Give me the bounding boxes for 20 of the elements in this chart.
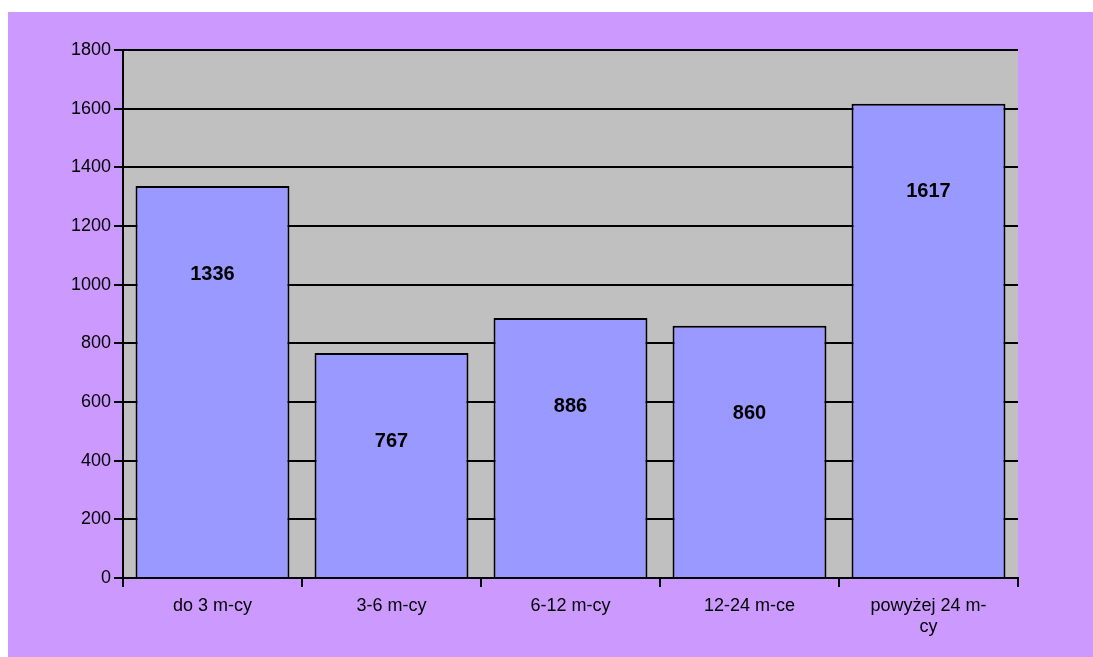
data-label: 767 [374, 428, 409, 451]
y-tick-label: 600 [80, 390, 111, 411]
y-tick-label: 1400 [70, 156, 111, 177]
y-tick-label: 0 [100, 566, 111, 587]
y-tick-label: 800 [80, 332, 111, 353]
data-label: 860 [732, 401, 767, 424]
x-tick-label: powyżej 24 m-cy [870, 594, 987, 637]
y-tick-label: 1600 [70, 97, 111, 118]
data-label: 1617 [906, 179, 951, 202]
y-tick-label: 400 [80, 449, 111, 470]
y-tick-label: 1200 [70, 214, 111, 235]
x-tick-label: 6-12 m-cy [530, 594, 611, 615]
data-label: 1336 [190, 261, 235, 284]
x-tick-label: do 3 m-cy [172, 594, 253, 615]
x-tick-label: 3-6 m-cy [356, 594, 427, 615]
y-tick-label: 200 [80, 508, 111, 529]
y-tick-label: 1800 [70, 38, 111, 59]
x-tick-label: 12-24 m-ce [703, 594, 796, 615]
data-label: 886 [553, 393, 588, 416]
y-tick-label: 1000 [70, 273, 111, 294]
